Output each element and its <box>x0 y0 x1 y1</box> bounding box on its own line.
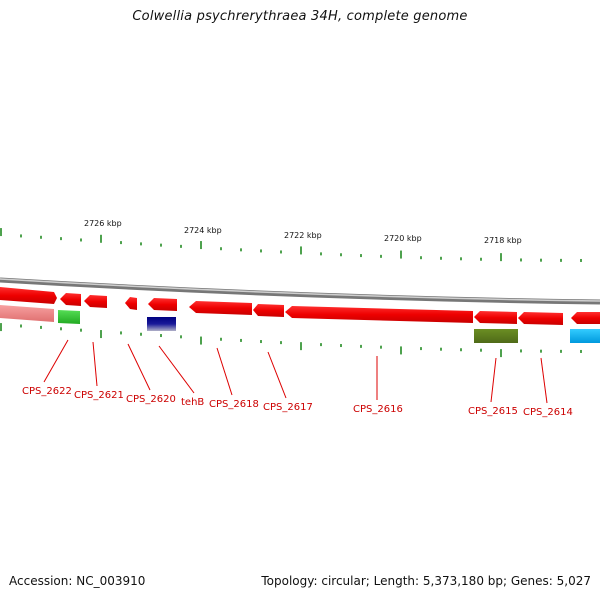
gene-label[interactable]: CPS_2615 <box>468 406 518 417</box>
gene-label[interactable]: CPS_2617 <box>263 402 313 413</box>
gene-arrow[interactable] <box>148 298 177 311</box>
gene-box[interactable] <box>474 329 518 343</box>
genome-backbone <box>0 277 600 305</box>
gene-arrow[interactable] <box>189 301 252 315</box>
forward-genes <box>0 287 600 325</box>
gene-arrow[interactable] <box>84 295 107 308</box>
gene-box[interactable] <box>0 305 54 322</box>
scale-label: 2722 kbp <box>284 231 322 240</box>
scale-label: 2718 kbp <box>484 236 522 245</box>
genome-summary: Topology: circular; Length: 5,373,180 bp… <box>261 574 591 588</box>
gene-box[interactable] <box>147 317 176 331</box>
scale-labels: 2726 kbp 2724 kbp 2722 kbp 2720 kbp 2718… <box>84 219 522 245</box>
gene-box[interactable] <box>570 329 600 343</box>
gene-label[interactable]: CPS_2621 <box>74 390 124 401</box>
accession-label: Accession: NC_003910 <box>9 574 146 588</box>
gene-label[interactable]: CPS_2622 <box>22 386 72 397</box>
genome-backbone-highlight <box>0 278 600 302</box>
gene-arrow[interactable] <box>518 312 563 325</box>
gene-arrow[interactable] <box>0 287 57 304</box>
gene-labels: CPS_2622 CPS_2621 CPS_2620 tehB CPS_2618… <box>22 386 573 418</box>
gene-arrow[interactable] <box>571 312 600 324</box>
gene-label[interactable]: tehB <box>181 397 204 408</box>
gene-box[interactable] <box>58 310 80 324</box>
gene-arrow[interactable] <box>60 293 81 306</box>
gene-label[interactable]: CPS_2614 <box>523 407 573 418</box>
gene-arrow[interactable] <box>474 311 517 324</box>
reverse-genes <box>0 305 600 343</box>
page-title: Colwellia psychrerythraea 34H, complete … <box>132 9 468 24</box>
gene-arrow[interactable] <box>285 306 473 323</box>
gene-label[interactable]: CPS_2618 <box>209 399 259 410</box>
scale-ticks-outer <box>0 228 582 262</box>
scale-ticks-inner <box>0 323 582 358</box>
gene-label[interactable]: CPS_2620 <box>126 394 176 405</box>
gene-label[interactable]: CPS_2616 <box>353 404 403 415</box>
gene-label-leaders <box>43 339 548 404</box>
gene-arrow[interactable] <box>125 297 137 310</box>
scale-label: 2726 kbp <box>84 219 122 228</box>
gene-arrow[interactable] <box>253 304 284 317</box>
scale-label: 2720 kbp <box>384 234 422 243</box>
scale-label: 2724 kbp <box>184 226 222 235</box>
